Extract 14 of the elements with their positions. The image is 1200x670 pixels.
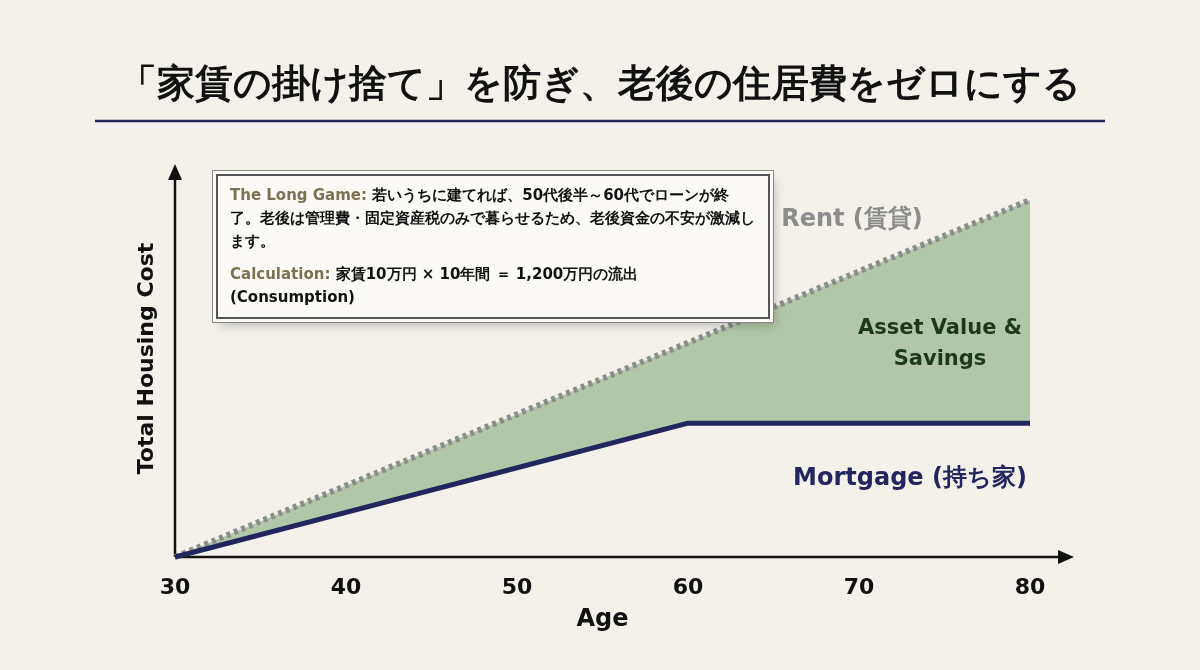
series-label: Mortgage (持ち家) [792,462,1028,494]
x-tick-label: 30 [158,574,192,599]
x-tick-label: 50 [500,574,534,599]
chart-title: 「家賃の掛け捨て」を防ぎ、老後の住居費をゼロにする [118,60,1082,107]
annotation: Calculation: 家賃10万円 × 10年間 ＝ 1,200万円の流出 (Consumption) [230,264,640,308]
x-tick-label: 40 [329,574,363,599]
annotation: The Long Game: 若いうちに建てれば、50代後半～60代でローンが終了。老後は管理費・固定資産税のみで暮らせるため、老後資金の不安が激減します。 [230,185,756,252]
x-tick-label: 80 [1013,574,1047,599]
y-axis-title: Total Housing Cost [132,241,158,477]
annotation: Asset Value & Savings [856,314,1024,372]
series-label: Rent (賃貸) [781,204,923,232]
x-axis-title: Age [575,604,630,632]
x-tick-label: 60 [671,574,705,599]
x-tick-label: 70 [842,574,876,599]
